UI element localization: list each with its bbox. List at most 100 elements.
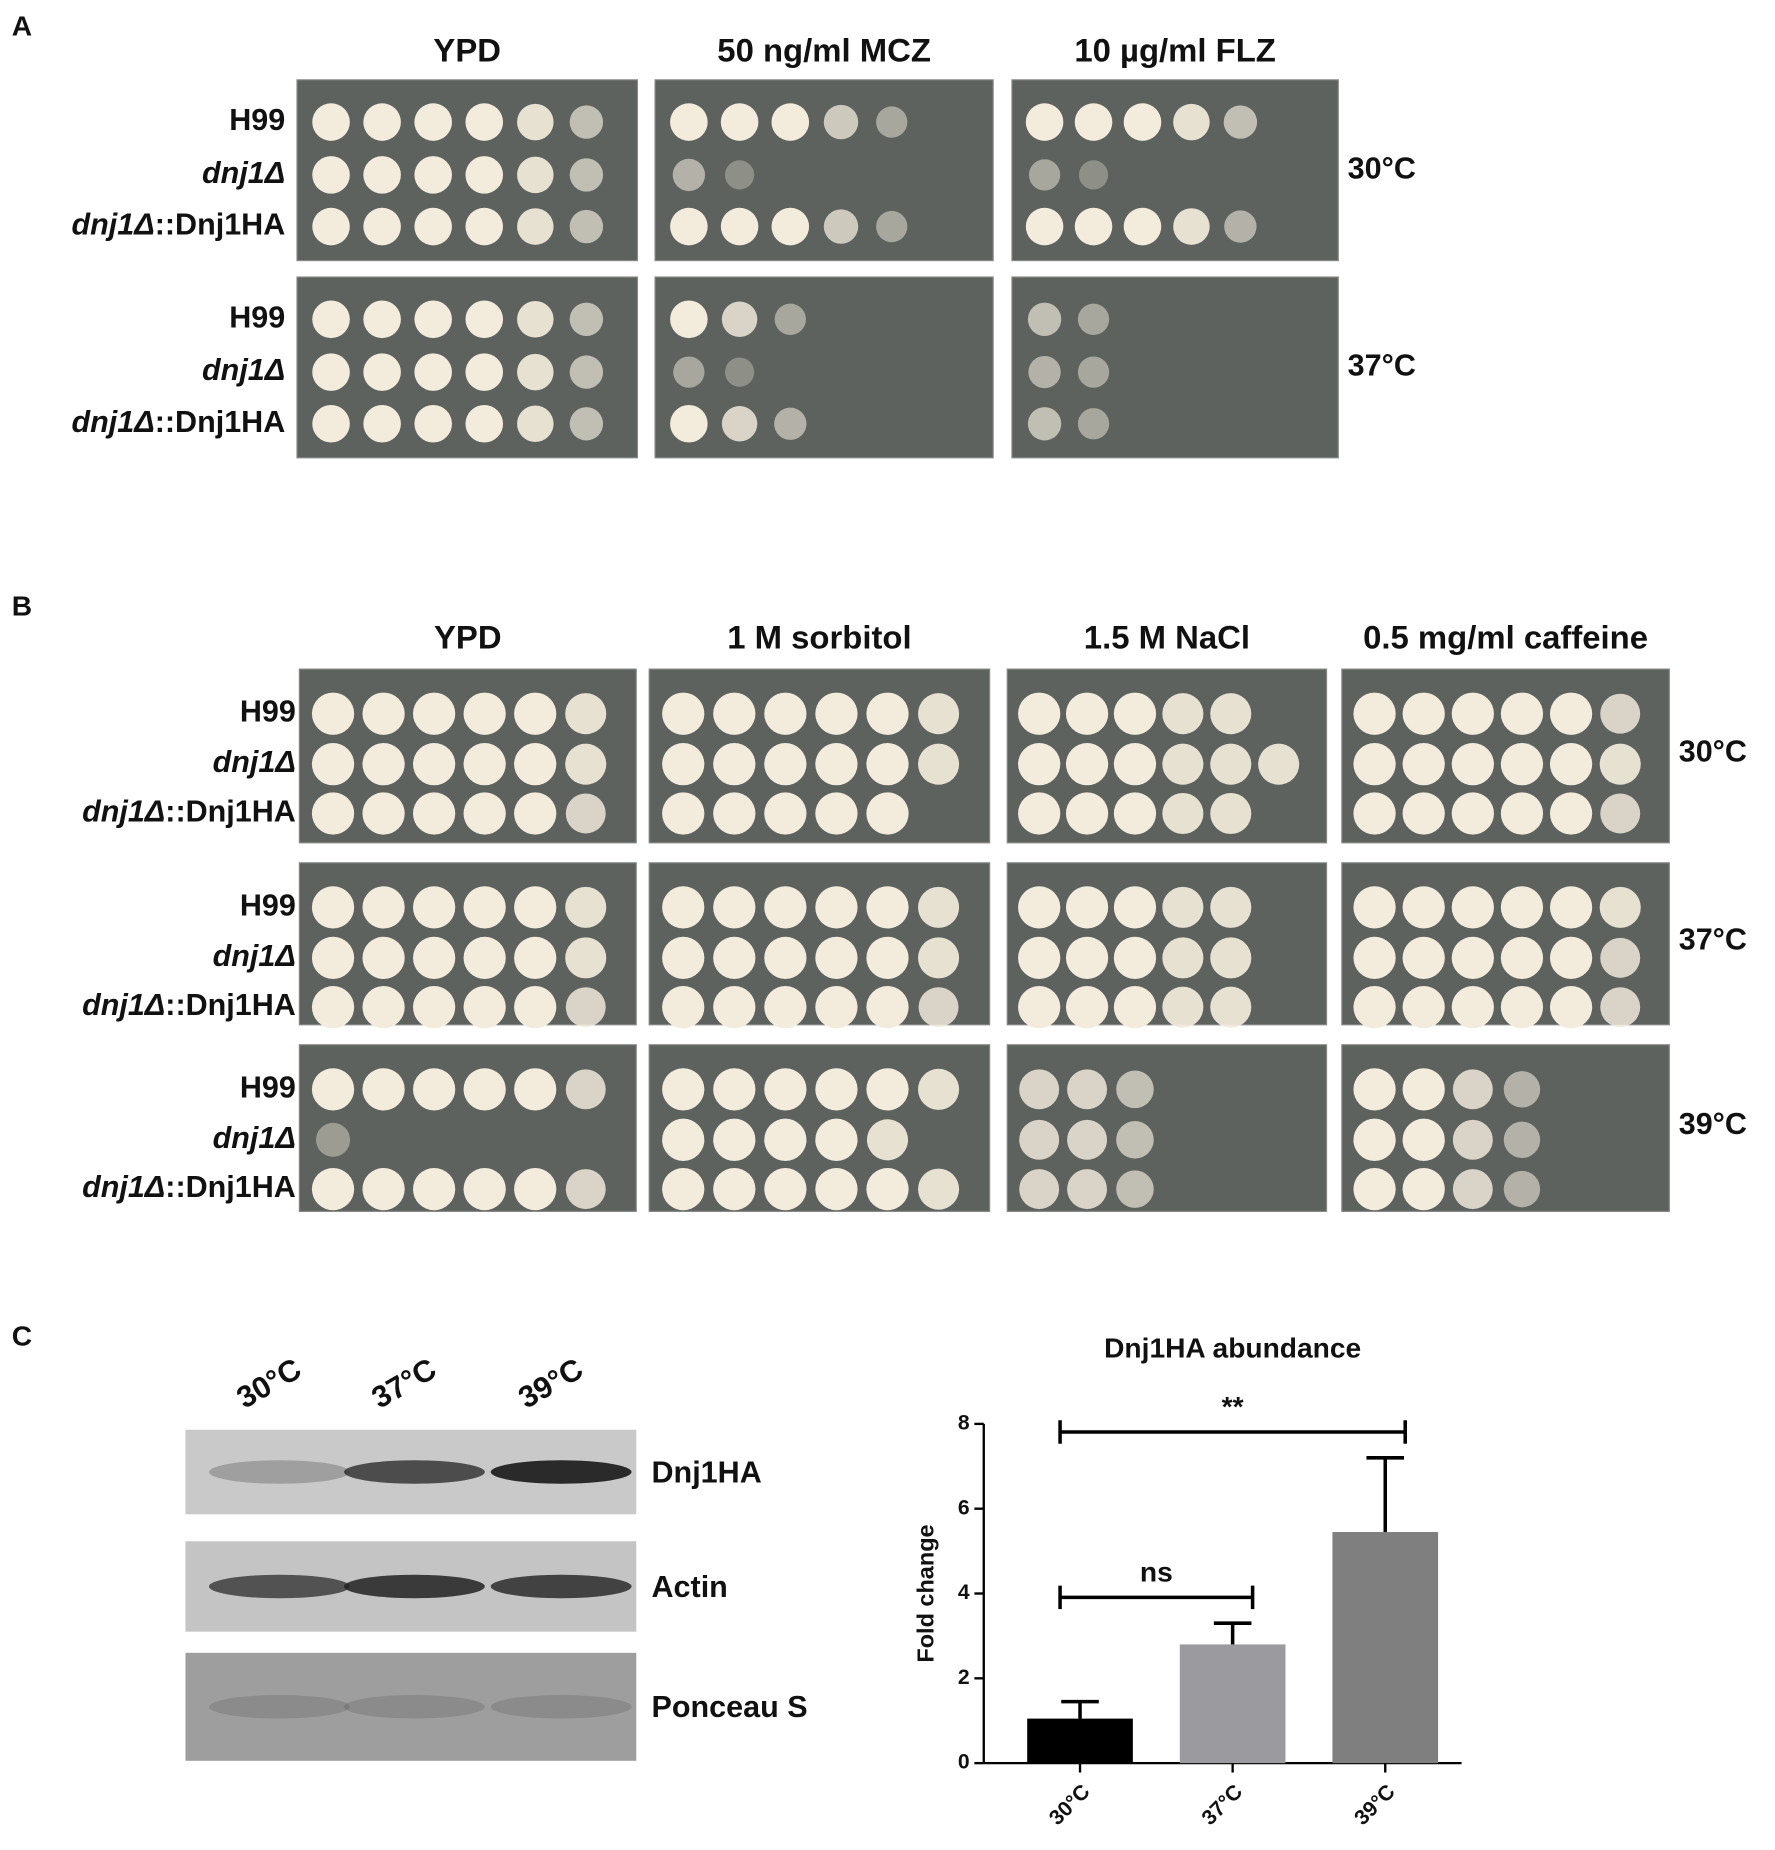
strain-name: H99 [240,1070,296,1104]
colony-spot [1018,792,1061,835]
panel-label: B [12,589,32,621]
colony-spot [1451,886,1494,929]
colony-spot [1162,986,1204,1028]
colony-spot [514,936,557,979]
colony-spot [1074,103,1113,141]
colony-spot [1402,986,1445,1029]
colony-spot [1028,159,1061,191]
colony-spot [412,886,456,929]
colony-spot [1224,210,1257,243]
colony-spot [1027,407,1062,441]
colony-spot [1162,792,1204,835]
colony-spot [363,353,401,391]
y-tick-label: 4 [958,1581,970,1604]
strain-gene: dnj1Δ [213,1121,296,1155]
x-tick-label: 37°C [1198,1780,1248,1830]
bar [1027,1718,1133,1764]
colony-spot [414,103,452,141]
colony-spot [918,743,960,785]
colony-spot [311,792,355,835]
colony-spot [815,743,858,786]
colony-spot [670,404,708,443]
colony-spot [662,1068,705,1111]
colony-spot [517,405,554,443]
colony-spot [764,886,807,929]
colony-spot [1065,886,1109,929]
colony-spot [312,103,350,141]
strain-label: dnj1Δ::Dnj1HA [72,405,286,439]
condition-header: 50 ng/ml MCZ [717,32,931,69]
x-tick-label: 39°C [1350,1780,1400,1830]
y-tick-label: 0 [958,1751,970,1774]
colony-spot [721,406,758,442]
colony-spot [1113,792,1157,835]
blot-strip [185,1652,637,1761]
colony-spot [362,792,405,835]
colony-spot [1549,792,1593,835]
colony-spot [312,353,350,391]
chart-title: Dnj1HA abundance [1104,1331,1361,1363]
condition-header: YPD [434,618,502,655]
colony-spot [1067,1069,1108,1110]
error-bar [1061,1699,1099,1719]
colony-spot [412,936,456,979]
colony-spot [1353,692,1396,735]
colony-spot [1018,743,1061,786]
plate [654,79,994,262]
colony-spot [662,1167,705,1211]
colony-spot [918,987,959,1028]
colony-spot [1065,986,1109,1029]
colony-spot [1451,792,1494,835]
panel-label: A [12,10,32,42]
colony-spot [815,936,858,979]
colony-spot [815,792,858,835]
strain-gene: dnj1Δ [202,353,285,387]
bar [1332,1532,1439,1764]
colony-spot [1162,693,1204,735]
strain-gene: dnj1Δ [82,988,165,1022]
colony-spot [662,1118,705,1161]
colony-spot [662,792,705,835]
colony-spot [514,743,557,786]
colony-spot [514,886,557,929]
colony-spot [823,209,859,244]
blot-band [208,1460,350,1484]
colony-spot [463,936,506,979]
temperature-label: 30°C [1679,735,1747,769]
colony-spot [362,986,405,1029]
colony-spot [1018,886,1061,929]
colony-spot [412,792,456,835]
plate [1006,1044,1328,1213]
colony-spot [1500,886,1544,929]
colony-spot [1402,1118,1445,1161]
colony-spot [311,1068,355,1111]
plate [1011,79,1339,262]
lane-label: 39°C [513,1352,589,1416]
colony-spot [1503,1170,1541,1208]
colony-spot [764,1167,807,1211]
colony-spot [514,1167,557,1211]
colony-spot [713,692,756,735]
colony-spot [662,692,705,735]
colony-spot [414,300,452,339]
temperature-label: 37°C [1348,348,1416,382]
colony-spot [312,207,350,246]
significance-label: ** [1222,1390,1244,1422]
colony-spot [465,156,504,194]
colony-spot [412,1167,456,1211]
colony-spot [876,106,908,138]
colony-spot [721,301,758,338]
blot-band [208,1574,350,1599]
colony-spot [1116,1170,1154,1208]
colony-spot [1019,1069,1060,1110]
colony-spot [1162,886,1204,928]
colony-spot [565,987,606,1028]
strain-suffix: ::Dnj1HA [165,988,296,1022]
colony-spot [1113,886,1157,929]
colony-spot [866,792,909,835]
strain-gene: dnj1Δ [72,405,155,439]
colony-spot [764,986,807,1029]
colony-spot [465,300,504,339]
colony-spot [866,986,909,1029]
colony-spot [1162,937,1204,979]
